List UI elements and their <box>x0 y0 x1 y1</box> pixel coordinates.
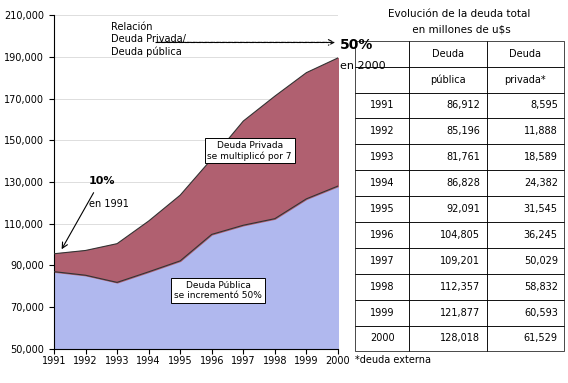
Text: Deuda Privada
se multiplicó por 7: Deuda Privada se multiplicó por 7 <box>207 141 292 161</box>
Text: 24,382: 24,382 <box>524 178 558 188</box>
Text: 1991: 1991 <box>370 100 394 110</box>
Bar <box>410 67 487 93</box>
Text: 92,091: 92,091 <box>446 204 481 214</box>
Bar <box>487 326 564 352</box>
Text: 11,888: 11,888 <box>524 126 558 136</box>
Bar <box>410 300 487 326</box>
Bar <box>487 300 564 326</box>
Text: 86,912: 86,912 <box>446 100 481 110</box>
Text: 36,245: 36,245 <box>524 230 558 240</box>
Bar <box>355 41 410 67</box>
Bar <box>487 196 564 222</box>
Text: 1995: 1995 <box>370 204 395 214</box>
Text: 112,357: 112,357 <box>440 282 481 292</box>
Text: 31,545: 31,545 <box>524 204 558 214</box>
Bar <box>355 93 410 118</box>
Text: 1997: 1997 <box>370 256 395 266</box>
Text: 109,201: 109,201 <box>440 256 481 266</box>
Text: *deuda externa: *deuda externa <box>355 355 431 365</box>
Bar <box>355 300 410 326</box>
Bar <box>410 196 487 222</box>
Text: 60,593: 60,593 <box>524 308 558 318</box>
Bar <box>355 144 410 170</box>
Text: 1992: 1992 <box>370 126 395 136</box>
Bar <box>355 170 410 196</box>
Text: pública: pública <box>430 74 466 85</box>
Text: 85,196: 85,196 <box>446 126 481 136</box>
Text: 121,877: 121,877 <box>440 308 481 318</box>
Bar <box>410 274 487 300</box>
Bar <box>487 144 564 170</box>
Bar <box>487 67 564 93</box>
Text: 86,828: 86,828 <box>446 178 481 188</box>
Text: 50,029: 50,029 <box>524 256 558 266</box>
Bar <box>355 326 410 352</box>
Bar <box>487 93 564 118</box>
Bar <box>355 67 410 93</box>
Text: 1998: 1998 <box>370 282 394 292</box>
Text: Deuda: Deuda <box>432 49 464 59</box>
Text: 58,832: 58,832 <box>524 282 558 292</box>
Bar <box>410 326 487 352</box>
Bar <box>487 222 564 248</box>
Text: privada*: privada* <box>504 75 546 85</box>
Bar <box>410 118 487 144</box>
Bar <box>487 41 564 67</box>
Text: en millones de u$s: en millones de u$s <box>408 24 511 34</box>
Bar <box>410 41 487 67</box>
Text: 10%: 10% <box>89 176 115 186</box>
Bar <box>410 170 487 196</box>
Bar <box>355 222 410 248</box>
Bar <box>355 196 410 222</box>
Bar <box>410 222 487 248</box>
Text: 81,761: 81,761 <box>446 152 481 162</box>
Bar <box>355 248 410 274</box>
Text: 1993: 1993 <box>370 152 394 162</box>
Text: Deuda Pública
se incrementó 50%: Deuda Pública se incrementó 50% <box>174 280 262 300</box>
Text: 1994: 1994 <box>370 178 394 188</box>
Text: 8,595: 8,595 <box>530 100 558 110</box>
Bar <box>487 274 564 300</box>
Bar <box>410 248 487 274</box>
Text: en 2000: en 2000 <box>340 61 385 71</box>
Bar <box>410 93 487 118</box>
Bar <box>355 274 410 300</box>
Text: 50%: 50% <box>340 38 373 52</box>
Text: 2000: 2000 <box>370 334 395 344</box>
Text: 18,589: 18,589 <box>524 152 558 162</box>
Text: Evolución de la deuda total: Evolución de la deuda total <box>389 10 531 20</box>
Text: 104,805: 104,805 <box>440 230 481 240</box>
Text: 61,529: 61,529 <box>524 334 558 344</box>
Text: en 1991: en 1991 <box>89 198 128 209</box>
Bar <box>487 170 564 196</box>
Text: 1996: 1996 <box>370 230 394 240</box>
Bar <box>487 248 564 274</box>
Bar <box>355 118 410 144</box>
Bar <box>410 144 487 170</box>
Bar <box>487 118 564 144</box>
Text: 128,018: 128,018 <box>440 334 481 344</box>
Text: Deuda: Deuda <box>509 49 541 59</box>
Text: Relación
Deuda Privada/
Deuda pública: Relación Deuda Privada/ Deuda pública <box>111 21 186 57</box>
Text: 1999: 1999 <box>370 308 394 318</box>
